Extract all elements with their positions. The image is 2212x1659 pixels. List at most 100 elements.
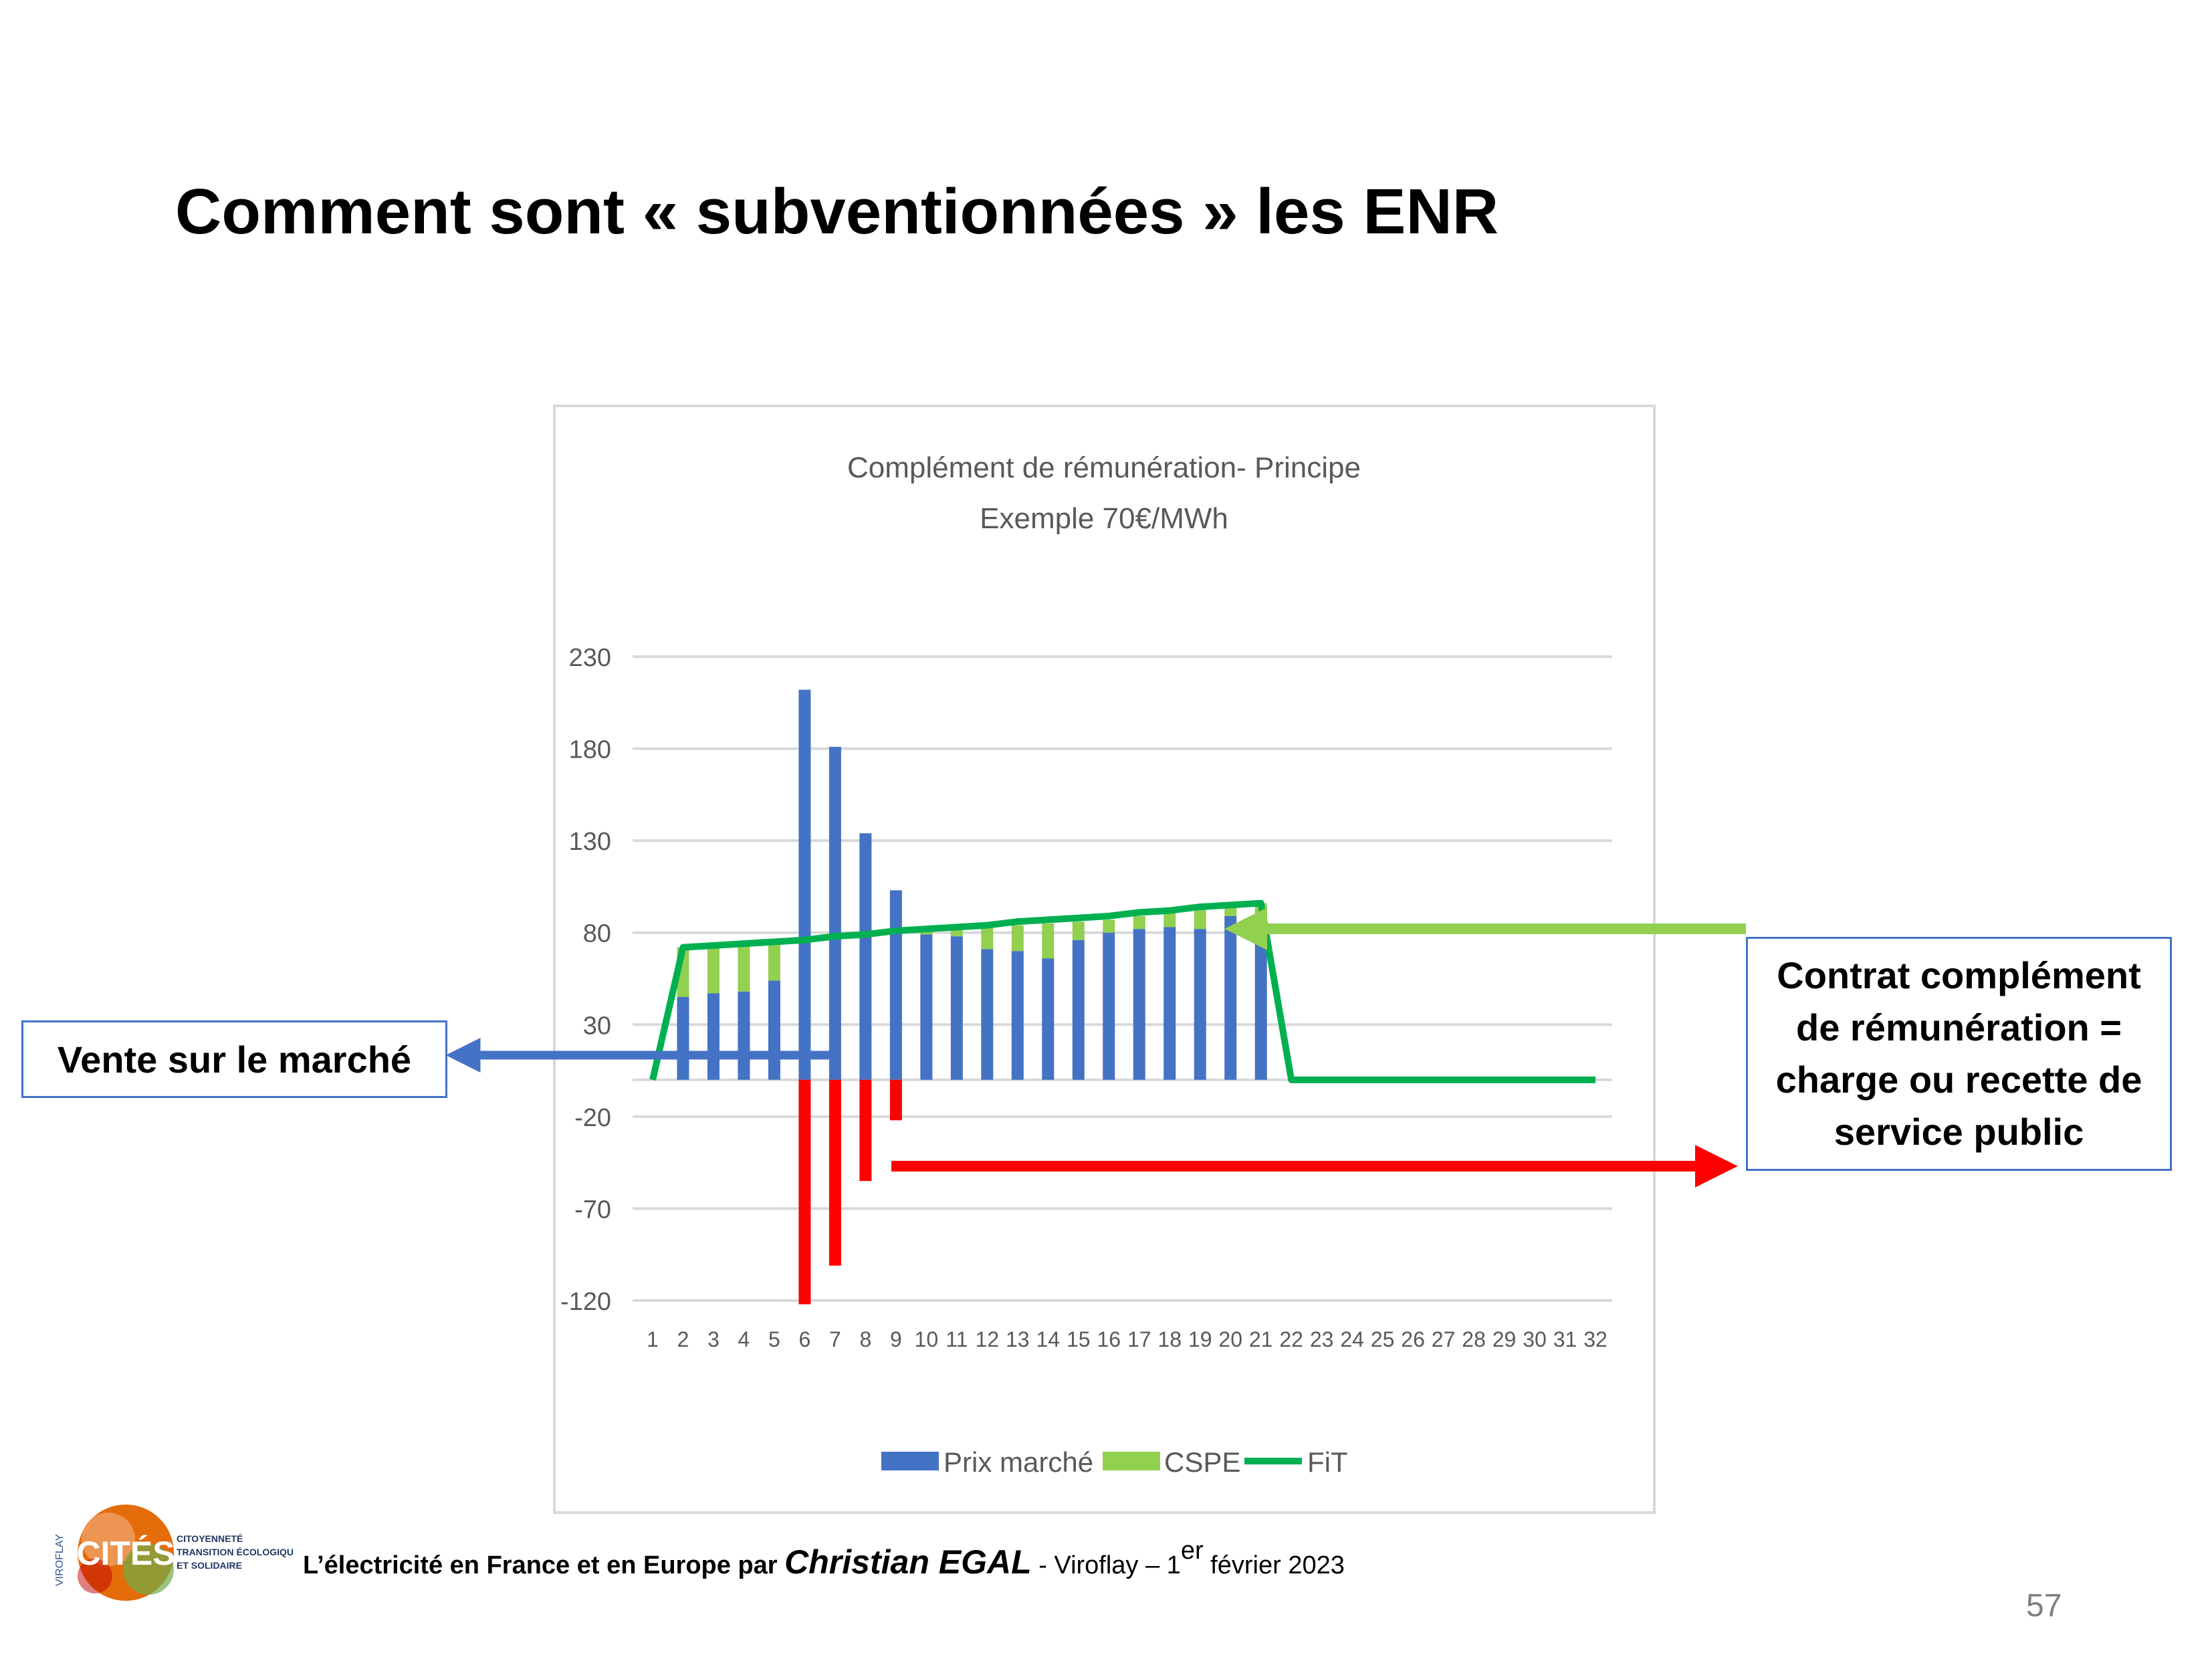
bar-prix-marche [859, 833, 872, 1080]
x-tick-label: 14 [1036, 1327, 1060, 1351]
x-tick-label: 7 [829, 1327, 841, 1351]
bar-cspe-negative [828, 1079, 841, 1266]
x-tick-label: 22 [1279, 1327, 1303, 1351]
svg-text:VIROFLAY: VIROFLAY [54, 1534, 66, 1586]
svg-text:ET SOLIDAIRE: ET SOLIDAIRE [177, 1560, 242, 1571]
y-tick-label: 130 [569, 828, 611, 856]
x-tick-label: 27 [1432, 1327, 1456, 1351]
bar-cspe [981, 927, 994, 950]
bar-cspe [1042, 923, 1055, 959]
bar-prix-marche [981, 949, 994, 1080]
bar-prix-marche [707, 993, 720, 1080]
market-sale-callout: Vente sur le marché [21, 1020, 447, 1098]
footer-place: - Viroflay – 1 [1031, 1551, 1181, 1579]
bar-cspe [1072, 921, 1085, 940]
x-tick-label: 8 [859, 1327, 871, 1351]
x-tick-label: 26 [1401, 1327, 1425, 1351]
x-tick-label: 2 [677, 1327, 689, 1351]
x-tick-label: 5 [768, 1327, 780, 1351]
bar-prix-marche [738, 991, 750, 1080]
svg-text:CITÉS: CITÉS [76, 1535, 175, 1572]
footer-author: Christian EGAL [784, 1543, 1032, 1581]
bar-prix-marche [768, 980, 780, 1080]
svg-text:TRANSITION ÉCOLOGIQUE: TRANSITION ÉCOLOGIQUE [177, 1547, 293, 1557]
chart-subtitle: Exemple 70€/MWh [980, 502, 1228, 535]
bar-prix-marche [1042, 958, 1055, 1080]
bar-cspe [1103, 919, 1115, 933]
chart: Complément de rémunération- Principe Exe… [560, 451, 1612, 1478]
bar-cspe [1194, 908, 1206, 929]
x-tick-label: 15 [1067, 1327, 1091, 1351]
x-tick-label: 28 [1462, 1327, 1486, 1351]
x-tick-label: 3 [707, 1327, 720, 1351]
chart-frame: Complément de rémunération- Principe Exe… [553, 405, 1656, 1514]
bar-prix-marche [1224, 915, 1237, 1080]
svg-text:CITOYENNETÉ: CITOYENNETÉ [177, 1533, 243, 1544]
y-tick-label: -120 [560, 1288, 611, 1316]
bar-prix-marche [920, 934, 933, 1080]
x-tick-label: 29 [1492, 1327, 1517, 1351]
bar-cspe [738, 944, 750, 992]
legend-swatch-cspe [1103, 1452, 1160, 1470]
bar-prix-marche [889, 890, 902, 1080]
chart-title: Complément de rémunération- Principe [847, 451, 1361, 484]
bar-prix-marche [1164, 927, 1176, 1080]
footer-sup: er [1180, 1537, 1204, 1565]
bar-cspe [1011, 925, 1024, 952]
bar-prix-marche [1194, 929, 1206, 1080]
bar-cspe [1133, 915, 1145, 929]
x-tick-label: 18 [1157, 1327, 1182, 1351]
x-tick-label: 13 [1006, 1327, 1030, 1351]
bar-prix-marche [1254, 934, 1267, 1080]
y-tick-label: 230 [569, 644, 611, 672]
legend-swatch-prix-marche [881, 1452, 939, 1470]
x-tick-label: 23 [1310, 1327, 1334, 1351]
bar-cspe-negative [889, 1079, 902, 1121]
y-tick-label: 30 [583, 1012, 611, 1040]
legend-label-fit: FiT [1307, 1446, 1348, 1478]
x-tick-label: 20 [1218, 1327, 1242, 1351]
fit-line [649, 899, 1595, 1083]
y-tick-label: 180 [569, 736, 611, 764]
bar-cspe [707, 945, 720, 994]
legend-label-cspe: CSPE [1164, 1446, 1240, 1478]
footer-prefix: L’électricité en France et en Europe par [303, 1551, 785, 1579]
cites-logo: VIROFLAY CITÉS CITOYENNETÉ TRANSITION ÉC… [48, 1486, 300, 1613]
bar-cspe [768, 944, 780, 981]
bar-prix-marche [1011, 951, 1024, 1080]
x-tick-label: 30 [1523, 1327, 1547, 1351]
x-tick-label: 16 [1097, 1327, 1121, 1351]
y-tick-label: 80 [583, 920, 611, 948]
x-tick-label: 31 [1553, 1327, 1577, 1351]
bar-cspe [950, 929, 963, 937]
bar-prix-marche [798, 689, 811, 1080]
x-tick-label: 17 [1127, 1327, 1151, 1351]
bar-prix-marche [828, 746, 841, 1080]
legend-label-prix-marche: Prix marché [944, 1446, 1093, 1478]
bar-cspe-negative [798, 1079, 811, 1305]
bar-prix-marche [950, 936, 963, 1080]
bar-prix-marche [1072, 939, 1085, 1080]
bar-prix-marche [1133, 929, 1145, 1080]
x-tick-label: 32 [1583, 1327, 1608, 1351]
x-tick-label: 19 [1188, 1327, 1212, 1351]
page-number: 57 [2026, 1588, 2062, 1624]
y-tick-label: -70 [574, 1196, 611, 1224]
bar-prix-marche [1103, 932, 1115, 1080]
bar-cspe [1164, 912, 1176, 927]
bar-cspe-negative [859, 1079, 872, 1182]
footer: L’électricité en France et en Europe par… [303, 1537, 1345, 1581]
x-tick-label: 24 [1340, 1327, 1364, 1351]
slide-title: Comment sont « subventionnées » les ENR [175, 176, 1499, 247]
x-tick-label: 10 [915, 1327, 939, 1351]
x-tick-label: 11 [946, 1327, 968, 1351]
x-tick-label: 6 [799, 1327, 811, 1351]
footer-date: février 2023 [1203, 1551, 1345, 1579]
x-tick-label: 4 [738, 1327, 750, 1351]
bar-cspe [920, 930, 933, 935]
x-tick-label: 25 [1371, 1327, 1395, 1351]
contract-callout: Contrat complément de rémunération = cha… [1746, 937, 2172, 1171]
x-tick-label: 1 [647, 1327, 659, 1351]
y-tick-label: -20 [574, 1104, 611, 1132]
bar-prix-marche [677, 997, 689, 1080]
